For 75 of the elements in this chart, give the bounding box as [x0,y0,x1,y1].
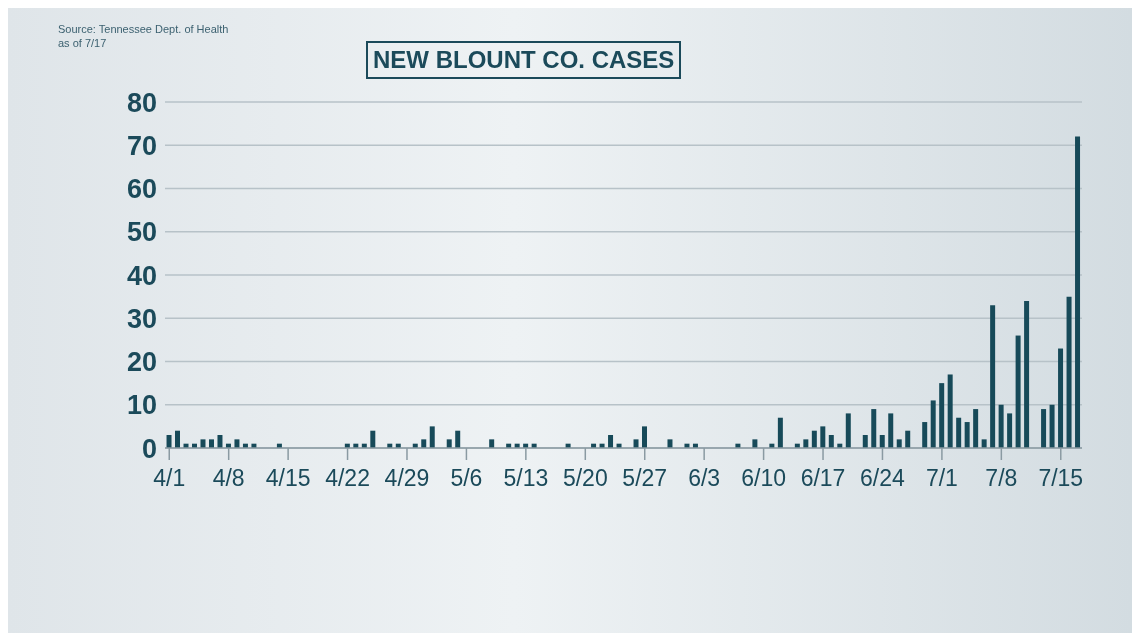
x-tick-label: 6/17 [800,465,846,491]
bar [421,439,427,448]
x-tick-label: 7/15 [1038,465,1084,491]
bar [905,430,911,448]
bar [752,439,758,448]
x-tick-label: 6/24 [860,465,906,491]
y-tick-label: 0 [141,433,157,464]
y-tick-label: 80 [126,87,157,118]
x-tick-label: 4/1 [153,465,186,491]
x-tick-label: 5/13 [503,465,549,491]
bar [1041,409,1047,448]
x-tick-label: 5/6 [450,465,483,491]
bar [208,439,214,448]
y-tick-label: 40 [126,260,157,291]
bar [845,413,851,448]
bar [947,374,953,448]
x-tick-label: 4/29 [384,465,430,491]
bar [820,426,826,448]
bar [175,430,181,448]
chart-title: NEW BLOUNT CO. CASES [366,41,682,79]
bar [956,417,962,448]
bar [871,409,877,448]
bar [217,435,223,448]
bar [1007,413,1013,448]
text: as of 7/17 [58,36,108,50]
y-tick-label: 70 [126,130,157,161]
bar [973,409,979,448]
bar [1024,300,1030,448]
bar [998,404,1004,448]
bar [964,422,970,448]
bar [446,439,452,448]
bar [166,435,172,448]
source-note: Source: Tennessee Dept. of Health [58,22,229,36]
bar [667,439,673,448]
bar [489,439,495,448]
bar [939,383,945,448]
x-tick-label: 7/1 [925,465,958,491]
y-tick-label: 60 [126,174,157,205]
x-tick-label: 5/27 [622,465,668,491]
bar [1075,136,1081,448]
bar [633,439,639,448]
bar [930,400,936,448]
bar [896,439,902,448]
y-tick-label: 10 [126,390,157,421]
bar [642,426,648,448]
x-tick-label: 4/8 [212,465,245,491]
bar [811,430,817,448]
y-tick-label: 20 [126,347,157,378]
bar [879,435,885,448]
bar [1058,348,1064,448]
x-tick-label: 4/22 [325,465,370,491]
bar [370,430,376,448]
bar [608,435,614,448]
x-tick-label: 6/3 [688,465,721,491]
x-tick-label: 6/10 [741,465,786,491]
bar [862,435,868,448]
y-tick-label: 50 [126,217,157,248]
bar [888,413,894,448]
y-tick-label: 30 [126,303,157,334]
bar [828,435,834,448]
x-tick-label: 4/15 [265,465,311,491]
bar [455,430,461,448]
bar [803,439,809,448]
bar [981,439,987,448]
bar [1049,404,1055,448]
bar [990,305,996,448]
x-tick-label: 7/8 [985,465,1018,491]
x-tick-label: 5/20 [562,465,608,491]
bar [777,417,783,448]
bar [429,426,435,448]
bar [1066,296,1072,448]
bar [200,439,206,448]
bar [1015,335,1021,448]
bar [234,439,240,448]
bar [922,422,928,448]
